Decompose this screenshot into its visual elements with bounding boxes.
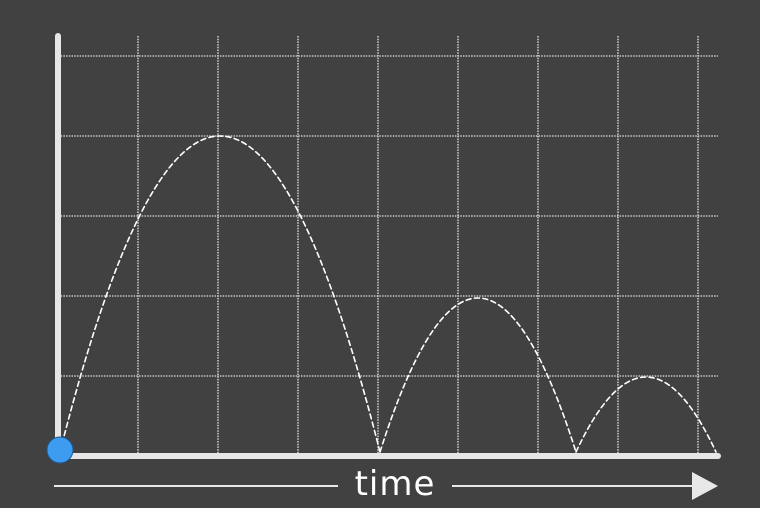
bounce-arc-1 bbox=[59, 135, 381, 453]
axes bbox=[55, 33, 721, 459]
arrowhead-icon bbox=[692, 472, 718, 500]
x-axis-label: time bbox=[354, 464, 436, 504]
bounce-arc-2 bbox=[379, 297, 577, 453]
trajectory bbox=[59, 135, 717, 453]
time-arrow bbox=[54, 472, 718, 500]
grid bbox=[58, 36, 718, 456]
ball bbox=[46, 436, 74, 464]
bounce-arc-3 bbox=[575, 376, 717, 453]
